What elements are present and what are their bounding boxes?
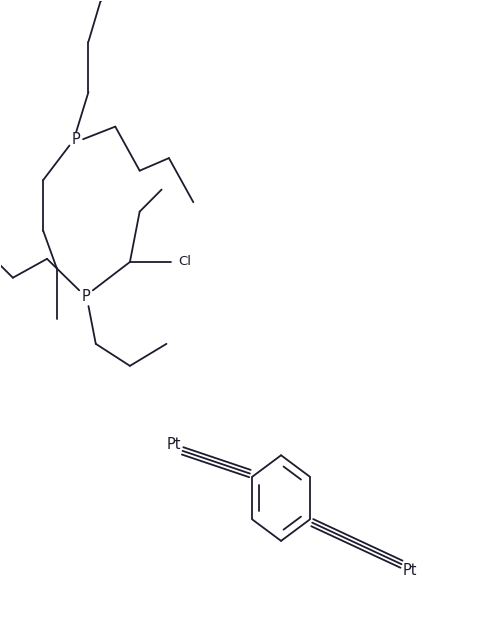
Text: Cl: Cl [178,256,191,268]
Text: Pt: Pt [402,563,417,578]
Text: P: P [72,132,81,147]
Text: Pt: Pt [166,437,181,452]
Text: P: P [81,289,90,304]
